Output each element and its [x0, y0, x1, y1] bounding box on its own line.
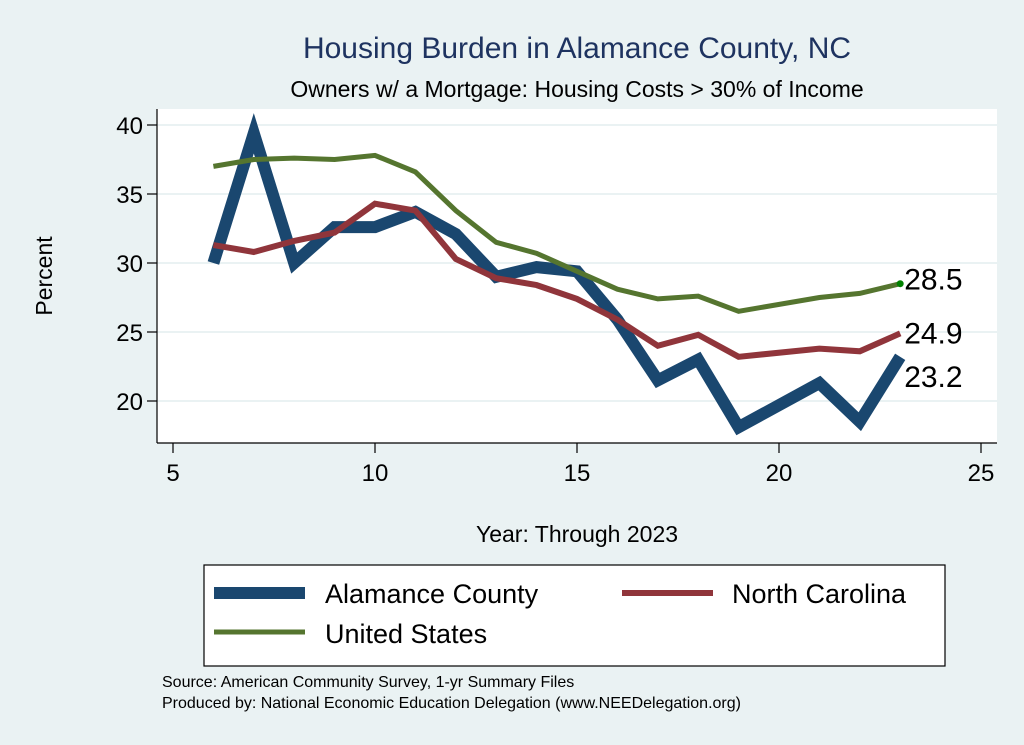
y-tick-label-20: 20 [116, 389, 143, 416]
legend-label-north-carolina: North Carolina [732, 579, 907, 609]
producer-note: Produced by: National Economic Education… [162, 695, 741, 712]
series-line-alamance-county [207, 113, 906, 436]
x-axis-title: Year: Through 2023 [476, 521, 678, 547]
end-label-united-states: 28.5 [904, 264, 962, 297]
source-note: Source: American Community Survey, 1-yr … [162, 674, 574, 691]
legend-label-united-states: United States [325, 619, 487, 649]
chart-title: Housing Burden in Alamance County, NC [303, 32, 851, 65]
series-line-united-states [212, 152, 901, 314]
y-tick-label-30: 30 [116, 251, 143, 278]
end-labels: 23.2 24.9 28.5 [904, 264, 962, 394]
end-label-north-carolina: 24.9 [904, 317, 962, 350]
end-label-alamance-county: 23.2 [904, 361, 962, 394]
legend: Alamance County North Carolina United St… [203, 564, 946, 667]
x-tick-label-15: 15 [564, 460, 591, 487]
x-tick-label-20: 20 [766, 460, 793, 487]
x-axis-ticks: 5 10 15 20 25 [166, 443, 994, 487]
y-axis-title: Percent [31, 236, 57, 316]
series-layer [207, 113, 906, 436]
x-tick-label-5: 5 [166, 460, 179, 487]
x-tick-label-25: 25 [968, 460, 995, 487]
chart-subtitle: Owners w/ a Mortgage: Housing Costs > 30… [290, 76, 863, 102]
y-tick-label-35: 35 [116, 182, 143, 209]
y-axis-ticks: 20 25 30 35 40 [116, 113, 157, 416]
y-tick-label-40: 40 [116, 113, 143, 140]
legend-box [203, 564, 946, 667]
series-line-north-carolina [212, 200, 902, 360]
end-marker-united-states [896, 280, 904, 288]
x-tick-label-10: 10 [362, 460, 389, 487]
y-tick-label-25: 25 [116, 320, 143, 347]
legend-label-alamance-county: Alamance County [325, 579, 539, 609]
